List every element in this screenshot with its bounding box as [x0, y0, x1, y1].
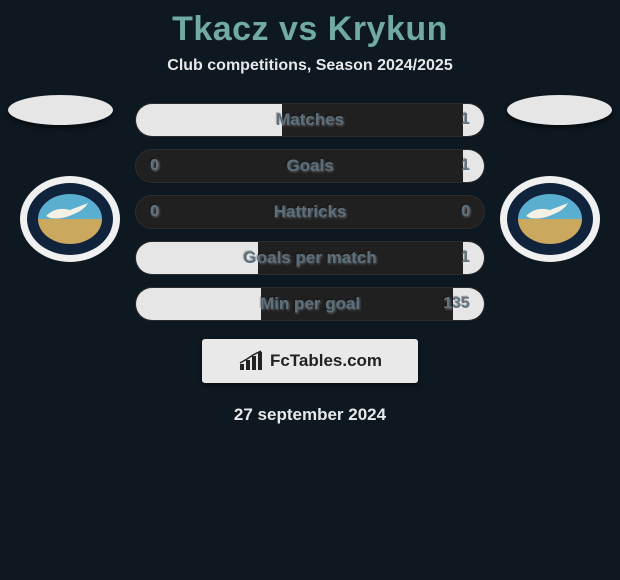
- stat-value-left: 0: [150, 157, 159, 175]
- stat-fill-left: [136, 242, 258, 274]
- stat-bar: Matches 1: [135, 103, 485, 137]
- stat-bar: Goals per match 1: [135, 241, 485, 275]
- stat-bar: Goals 0 1: [135, 149, 485, 183]
- stat-value-right: 1: [461, 111, 470, 129]
- stat-label: Hattricks: [274, 202, 347, 222]
- chart-icon: [238, 350, 264, 372]
- stat-fill-left: [136, 104, 282, 136]
- player-photo-left: [8, 95, 113, 125]
- watermark-text: FcTables.com: [270, 351, 382, 371]
- stat-row: Min per goal 135: [0, 287, 620, 321]
- stat-value-right: 1: [461, 249, 470, 267]
- stat-value-right: 0: [461, 203, 470, 221]
- stats-area: Matches 1 Goals 0 1 Hattricks 0 0 Goals per matc…: [0, 103, 620, 321]
- club-badge-right: [500, 176, 600, 262]
- stat-fill-left: [136, 288, 261, 320]
- stat-label: Min per goal: [260, 294, 360, 314]
- player-photo-right: [507, 95, 612, 125]
- stat-bar: Min per goal 135: [135, 287, 485, 321]
- stat-bar: Hattricks 0 0: [135, 195, 485, 229]
- stat-row: Goals 0 1: [0, 149, 620, 183]
- stat-label: Matches: [276, 110, 344, 130]
- bird-icon: [44, 200, 94, 222]
- stat-value-right: 135: [443, 295, 470, 313]
- stat-label: Goals: [286, 156, 333, 176]
- club-badge-left: [20, 176, 120, 262]
- date-label: 27 september 2024: [0, 405, 620, 425]
- stat-value-left: 0: [150, 203, 159, 221]
- stat-label: Goals per match: [243, 248, 376, 268]
- comparison-card: Tkacz vs Krykun Club competitions, Seaso…: [0, 0, 620, 435]
- stat-value-right: 1: [461, 157, 470, 175]
- watermark[interactable]: FcTables.com: [202, 339, 418, 383]
- page-title: Tkacz vs Krykun: [0, 10, 620, 49]
- bird-icon: [524, 200, 574, 222]
- subtitle: Club competitions, Season 2024/2025: [0, 57, 620, 75]
